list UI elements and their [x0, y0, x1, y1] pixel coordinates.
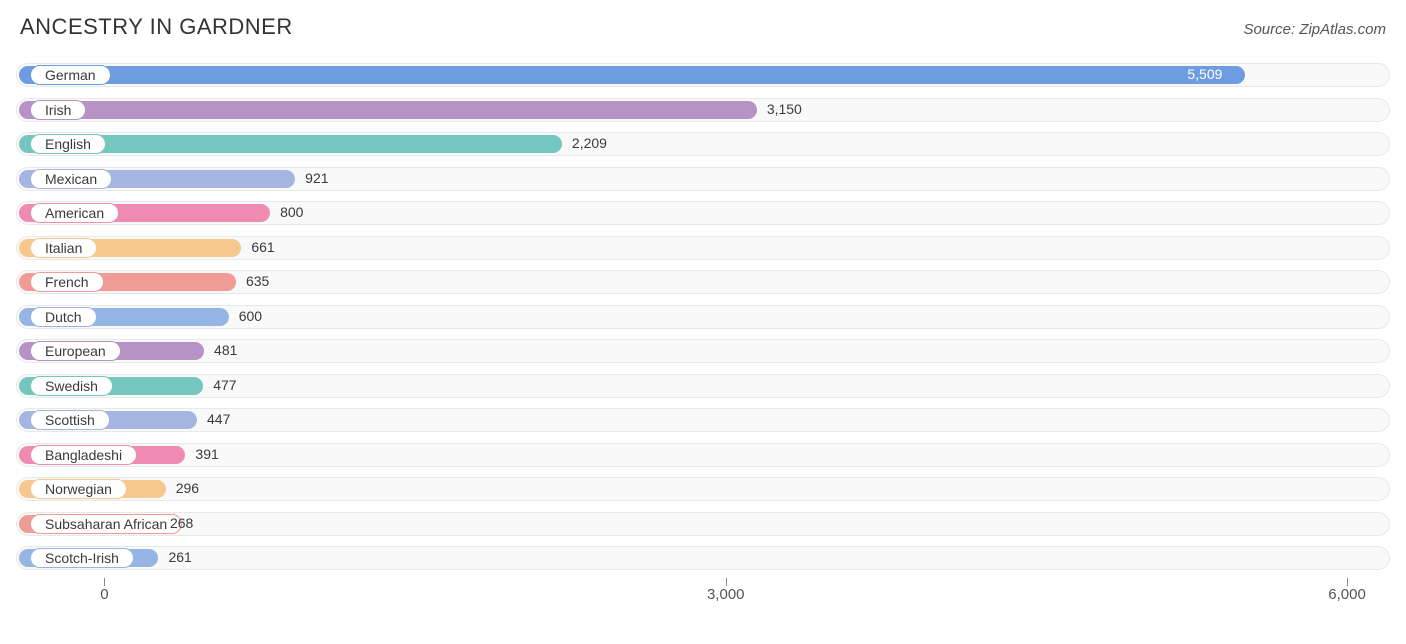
bar-value-label: 921	[305, 170, 328, 186]
axis-tick	[1347, 578, 1348, 586]
bar-value-label: 600	[239, 308, 262, 324]
bar-category-label: Bangladeshi	[30, 445, 137, 465]
bar-row: German 5,509	[16, 60, 1390, 90]
bar-value-label: 661	[251, 239, 274, 255]
bar-row: Dutch 600	[16, 302, 1390, 332]
x-axis: 0 3,000 6,000	[16, 578, 1390, 608]
bar-category-label: Irish	[30, 100, 86, 120]
bar-category-label: Mexican	[30, 169, 112, 189]
bar-value-label: 2,209	[572, 135, 607, 151]
bar-value-label: 481	[214, 342, 237, 358]
bar-row: English 2,209	[16, 129, 1390, 159]
bar-category-label: Subsaharan African	[30, 514, 182, 534]
bar-value-label: 261	[168, 549, 191, 565]
bar-value-label: 3,150	[767, 101, 802, 117]
bar-category-label: English	[30, 134, 106, 154]
bar-row: French 635	[16, 267, 1390, 297]
bar-track	[16, 512, 1390, 536]
bar-row: American 800	[16, 198, 1390, 228]
axis-tick	[104, 578, 105, 586]
bar-category-label: German	[30, 65, 111, 85]
bar-value-label: 477	[213, 377, 236, 393]
chart-header: ANCESTRY IN GARDNER Source: ZipAtlas.com	[16, 14, 1390, 40]
bar-category-label: Scotch-Irish	[30, 548, 134, 568]
bar-row: Scottish 447	[16, 405, 1390, 435]
axis-tick-label: 0	[100, 586, 108, 603]
bar-value-label: 800	[280, 204, 303, 220]
bar-value-label: 268	[170, 515, 193, 531]
bar-value-label: 635	[246, 273, 269, 289]
bar-category-label: American	[30, 203, 119, 223]
bar-row: European 481	[16, 336, 1390, 366]
bar-value-label: 296	[176, 480, 199, 496]
bar-fill	[19, 101, 757, 119]
bar-row: Scotch-Irish 261	[16, 543, 1390, 573]
ancestry-chart: ANCESTRY IN GARDNER Source: ZipAtlas.com…	[0, 0, 1406, 644]
bar-category-label: European	[30, 341, 121, 361]
bar-track	[16, 443, 1390, 467]
bar-value-label: 5,509	[1187, 66, 1222, 82]
bar-category-label: Scottish	[30, 410, 110, 430]
axis-tick-label: 6,000	[1328, 586, 1366, 603]
bar-fill	[19, 66, 1245, 84]
bar-category-label: Norwegian	[30, 479, 127, 499]
bar-row: Subsaharan African268	[16, 509, 1390, 539]
bar-track	[16, 546, 1390, 570]
bar-category-label: Swedish	[30, 376, 113, 396]
chart-title: ANCESTRY IN GARDNER	[20, 14, 293, 40]
bar-category-label: Dutch	[30, 307, 97, 327]
bar-category-label: French	[30, 272, 104, 292]
axis-tick	[726, 578, 727, 586]
bar-value-label: 447	[207, 411, 230, 427]
bar-row: Swedish 477	[16, 371, 1390, 401]
bar-row: Bangladeshi 391	[16, 440, 1390, 470]
bars-area: German 5,509 Irish 3,150 English 2,209 Mexican…	[16, 60, 1390, 573]
bar-row: Irish 3,150	[16, 95, 1390, 125]
bar-row: Italian 661	[16, 233, 1390, 263]
bar-value-label: 391	[195, 446, 218, 462]
bar-row: Mexican 921	[16, 164, 1390, 194]
bar-row: Norwegian 296	[16, 474, 1390, 504]
chart-source: Source: ZipAtlas.com	[1243, 21, 1386, 38]
bar-track	[16, 477, 1390, 501]
bar-category-label: Italian	[30, 238, 97, 258]
axis-tick-label: 3,000	[707, 586, 745, 603]
